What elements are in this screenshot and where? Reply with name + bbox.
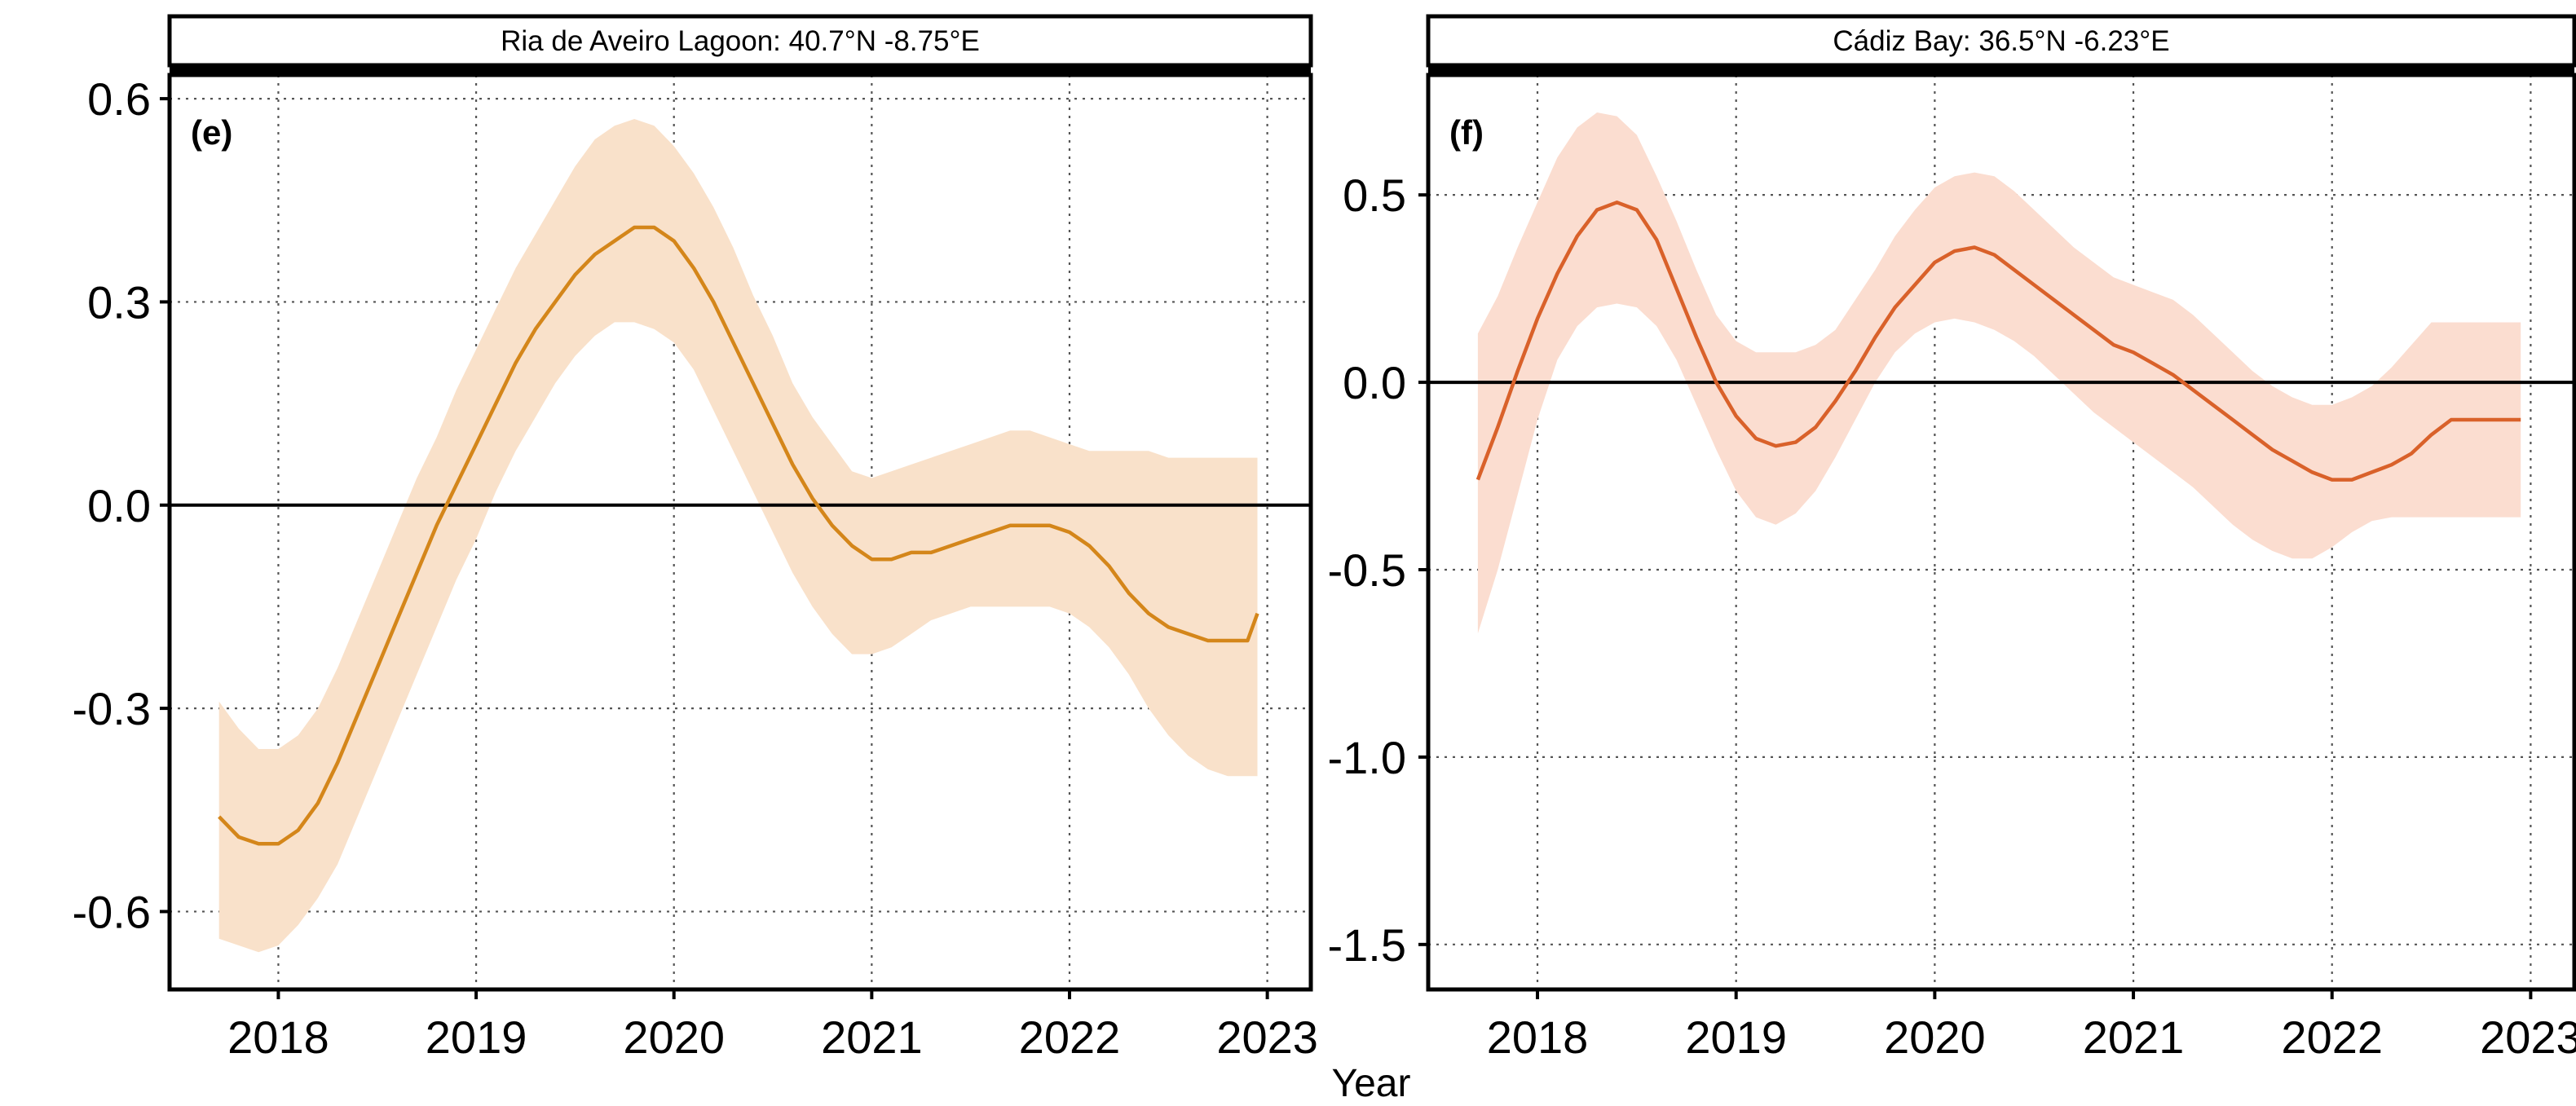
panel-e-x-tick-label: 2020 bbox=[623, 1011, 725, 1063]
panel-e-x-tick-label: 2022 bbox=[1019, 1011, 1121, 1063]
panel-f-x-tick-label: 2023 bbox=[2480, 1011, 2576, 1063]
panel-e-y-tick-label: 0.6 bbox=[87, 73, 151, 125]
panel-e-y-tick-label: 0.3 bbox=[87, 276, 151, 328]
panel-e-x-tick-label: 2019 bbox=[426, 1011, 527, 1063]
panel-e-y-tick-label: 0.0 bbox=[87, 480, 151, 531]
panel-f-y-tick-label: 0.5 bbox=[1343, 170, 1406, 221]
panel-f-y-tick-label: 0.0 bbox=[1343, 357, 1406, 408]
panel-e-x-tick-label: 2018 bbox=[227, 1011, 329, 1063]
panel-f-y-tick-label: -1.5 bbox=[1328, 919, 1407, 971]
panel-e-y-tick-label: -0.3 bbox=[73, 683, 152, 734]
panel-f-x-tick-label: 2019 bbox=[1685, 1011, 1787, 1063]
panel-f-x-tick-label: 2022 bbox=[2281, 1011, 2383, 1063]
panel-f-y-tick-label: -1.0 bbox=[1328, 732, 1407, 783]
panel-e-x-tick-label: 2023 bbox=[1216, 1011, 1318, 1063]
panel-e-x-tick-label: 2021 bbox=[821, 1011, 923, 1063]
panel-f-x-tick-label: 2021 bbox=[2083, 1011, 2185, 1063]
panel-f-strip-title: Cádiz Bay: 36.5°N -6.23°E bbox=[1833, 25, 2169, 57]
panel-e-strip-title: Ria de Aveiro Lagoon: 40.7°N -8.75°E bbox=[501, 25, 980, 57]
panel-e-y-tick-label: -0.6 bbox=[73, 886, 152, 937]
x-axis-title: Year bbox=[1332, 1062, 1411, 1102]
panel-f-x-tick-label: 2020 bbox=[1884, 1011, 1986, 1063]
panel-f-tag: (f) bbox=[1449, 113, 1484, 152]
panel-f-x-tick-label: 2018 bbox=[1487, 1011, 1589, 1063]
panel-e-tag: (e) bbox=[191, 113, 232, 152]
panel-f-y-tick-label: -0.5 bbox=[1328, 544, 1407, 596]
